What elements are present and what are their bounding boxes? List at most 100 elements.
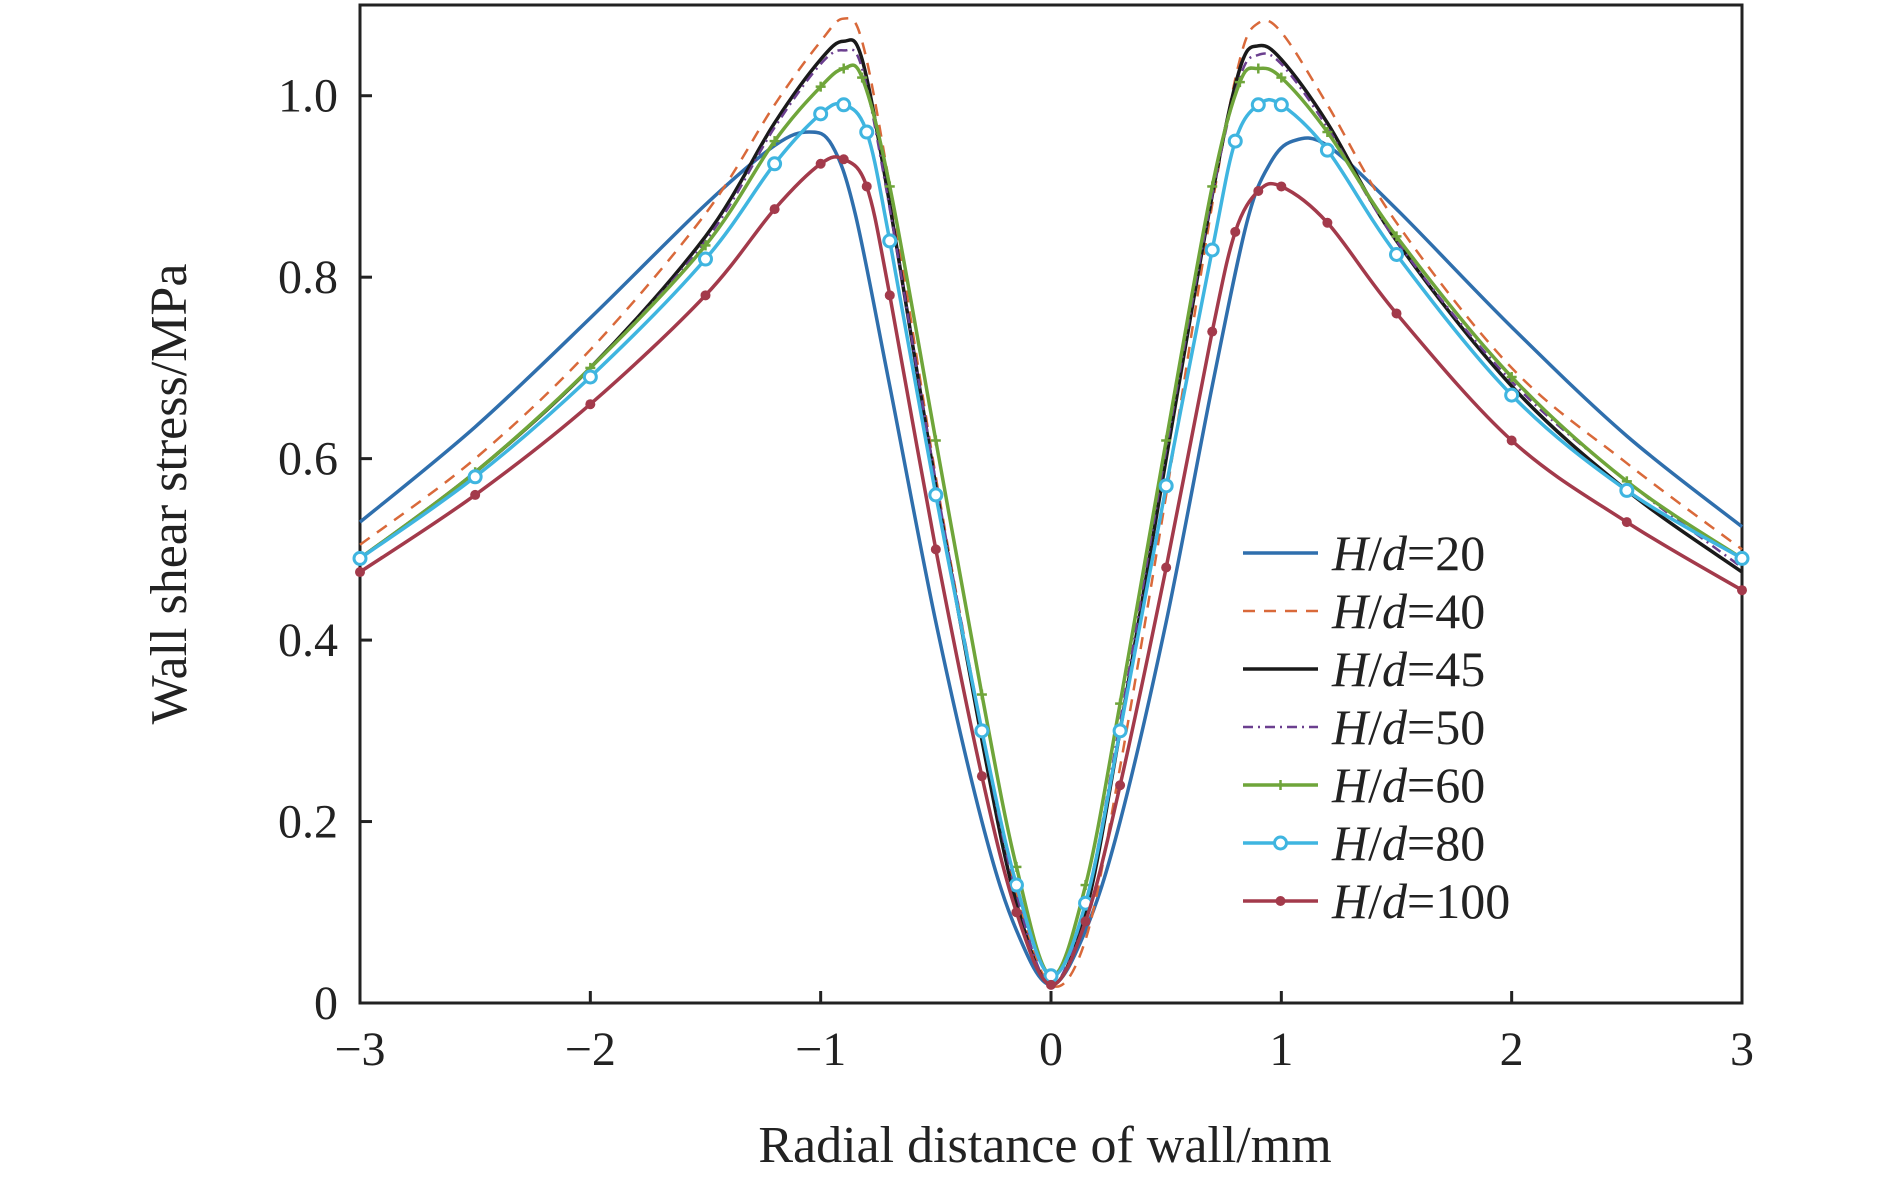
data-point-marker xyxy=(1112,723,1128,739)
data-point-marker xyxy=(1319,142,1335,158)
x-axis-title: Radial distance of wall/mm xyxy=(758,1117,1331,1174)
data-point-marker xyxy=(813,106,829,122)
series-line xyxy=(359,155,1743,987)
y-tick-label: 0.6 xyxy=(278,433,338,486)
data-point-marker xyxy=(1253,63,1264,74)
data-point-marker xyxy=(1158,478,1174,494)
data-point-marker xyxy=(1207,326,1218,337)
series-3 xyxy=(358,38,1744,987)
data-point-marker xyxy=(1391,231,1402,242)
data-point-marker xyxy=(1506,435,1517,446)
data-point-marker xyxy=(1504,387,1520,403)
data-point-marker xyxy=(884,181,895,192)
data-point-marker xyxy=(1046,979,1056,990)
data-point-marker xyxy=(1161,562,1172,573)
data-point-marker xyxy=(1080,916,1091,927)
data-point-marker xyxy=(1273,835,1288,851)
x-axis-ticks: −3 −2 −1 0 1 2 3 xyxy=(334,991,1754,1076)
data-point-marker xyxy=(1207,181,1218,192)
series-line xyxy=(359,16,1743,988)
data-point-marker xyxy=(1161,435,1172,446)
legend-label: H/d=60 xyxy=(1331,757,1485,813)
data-point-marker xyxy=(467,469,483,485)
series-line xyxy=(358,130,1744,987)
y-axis-title: Wall shear stress/MPa xyxy=(141,264,198,725)
data-point-marker xyxy=(767,156,783,172)
data-point-marker xyxy=(1115,780,1126,791)
x-tick-label: 2 xyxy=(1500,1023,1524,1076)
series-2 xyxy=(359,16,1743,988)
data-point-marker xyxy=(700,290,711,301)
data-point-marker xyxy=(698,251,713,267)
legend-label: H/d=80 xyxy=(1331,815,1485,871)
series-7 xyxy=(355,154,1747,990)
series-line xyxy=(359,48,1743,987)
data-point-marker xyxy=(861,181,872,192)
y-tick-label: 0.2 xyxy=(278,796,338,849)
series-layer xyxy=(352,16,1750,990)
series-line xyxy=(358,38,1744,987)
data-point-marker xyxy=(1276,181,1287,192)
data-point-marker xyxy=(930,544,941,555)
data-point-marker xyxy=(1011,907,1022,918)
x-tick-label: −3 xyxy=(334,1023,385,1076)
data-point-marker xyxy=(815,81,826,92)
data-point-marker xyxy=(1234,77,1245,88)
data-point-marker xyxy=(1391,308,1402,319)
data-point-marker xyxy=(1227,133,1243,149)
plot-frame xyxy=(358,3,1744,1005)
data-point-marker xyxy=(1322,217,1333,228)
data-point-marker xyxy=(1253,185,1264,196)
legend-item: H/d=60 xyxy=(1243,757,1485,813)
legend-item: H/d=50 xyxy=(1243,699,1485,755)
data-point-marker xyxy=(585,399,596,410)
data-point-marker xyxy=(836,97,852,113)
x-tick-label: 0 xyxy=(1039,1023,1063,1076)
y-tick-label: 0.8 xyxy=(278,251,338,304)
x-tick-label: 1 xyxy=(1269,1023,1293,1076)
y-tick-label: 0.4 xyxy=(278,614,338,667)
legend-item: H/d=40 xyxy=(1243,583,1485,639)
data-point-marker xyxy=(974,723,990,739)
data-point-marker xyxy=(470,489,481,500)
data-point-marker xyxy=(976,689,987,700)
legend-label: H/d=50 xyxy=(1331,699,1485,755)
data-point-marker xyxy=(1322,127,1333,138)
data-point-marker xyxy=(769,136,780,147)
data-point-marker xyxy=(1008,877,1024,893)
data-point-marker xyxy=(815,158,826,169)
data-point-marker xyxy=(857,72,868,83)
data-point-marker xyxy=(352,550,368,566)
data-point-marker xyxy=(882,233,898,249)
legend-label: H/d=45 xyxy=(1331,641,1485,697)
data-point-marker xyxy=(859,124,875,140)
y-tick-label: 1.0 xyxy=(278,70,338,123)
data-point-marker xyxy=(884,290,895,301)
series-line xyxy=(358,63,1743,978)
data-point-marker xyxy=(700,240,711,251)
legend-label: H/d=40 xyxy=(1331,583,1485,639)
data-point-marker xyxy=(976,771,987,782)
x-tick-label: −1 xyxy=(795,1023,846,1076)
data-point-marker xyxy=(1275,780,1286,790)
legend-label: H/d=100 xyxy=(1331,873,1510,929)
legend-item: H/d=20 xyxy=(1243,525,1485,581)
data-point-marker xyxy=(838,154,849,165)
series-1 xyxy=(358,130,1744,987)
data-point-marker xyxy=(1276,72,1287,83)
y-tick-label: 0 xyxy=(314,977,338,1030)
data-point-marker xyxy=(582,369,598,385)
x-tick-label: 3 xyxy=(1730,1023,1754,1076)
x-tick-label: −2 xyxy=(565,1023,616,1076)
data-point-marker xyxy=(1506,371,1517,382)
data-point-marker xyxy=(838,63,849,74)
series-5 xyxy=(355,63,1747,981)
data-point-marker xyxy=(1230,226,1241,237)
legend-label: H/d=20 xyxy=(1331,525,1485,581)
data-point-marker xyxy=(769,204,780,215)
data-point-marker xyxy=(1250,97,1266,113)
series-6 xyxy=(352,97,1750,984)
legend-item: H/d=100 xyxy=(1243,873,1510,929)
legend-item: H/d=80 xyxy=(1243,815,1485,871)
